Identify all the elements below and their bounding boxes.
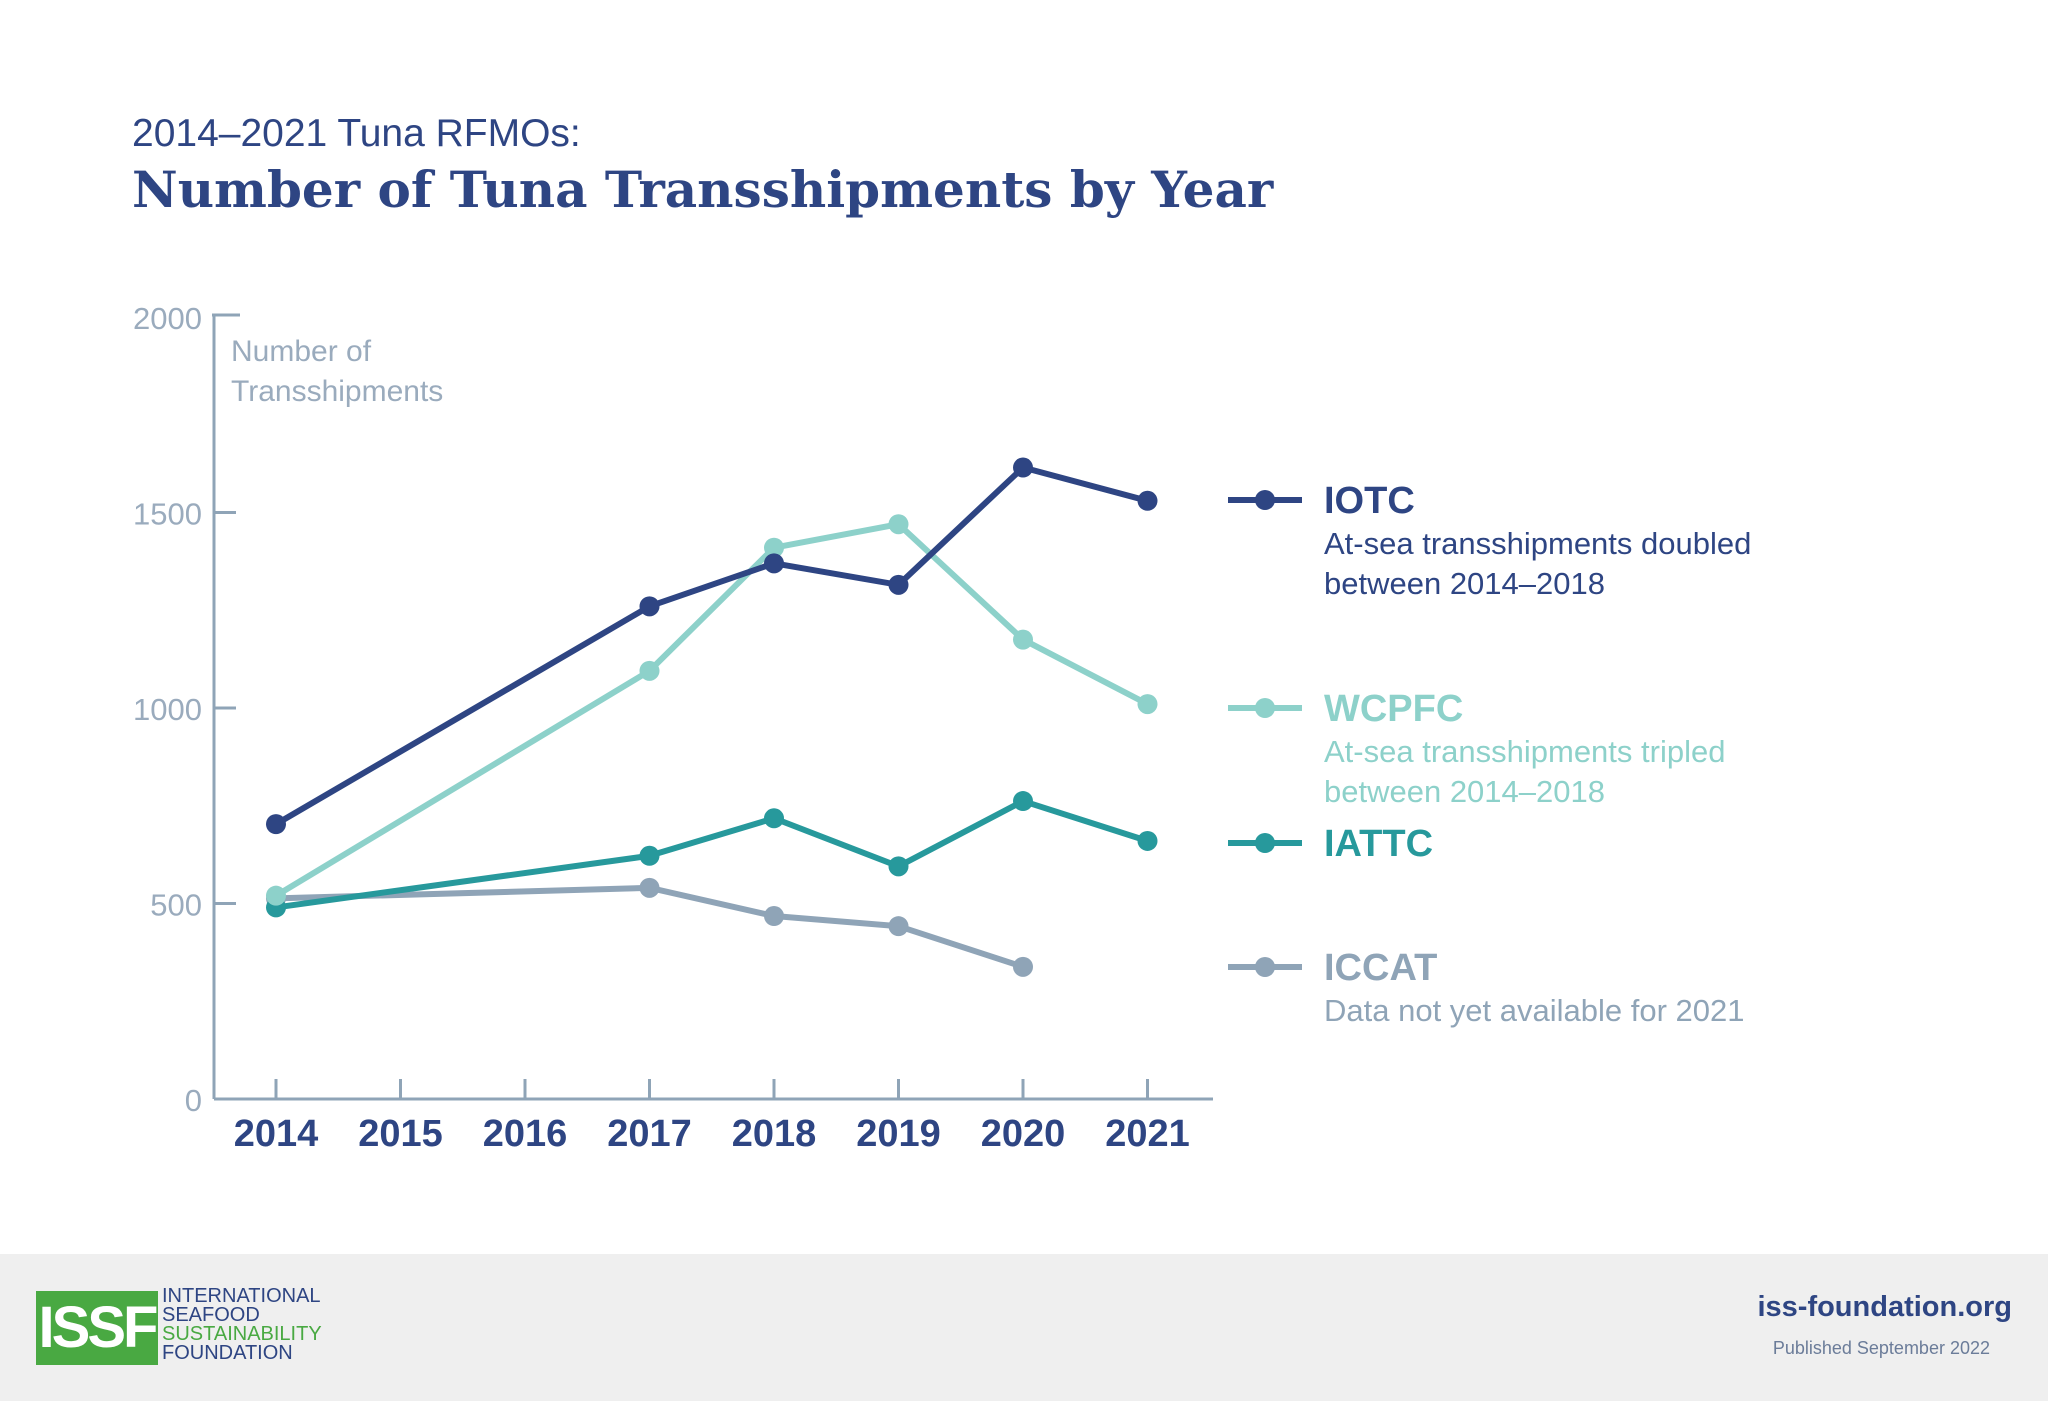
logo-line: SEAFOOD — [162, 1304, 260, 1326]
x-tick-label: 2019 — [856, 1113, 941, 1155]
legend-label-iccat: ICCAT — [1324, 947, 1437, 989]
line-chart: 0 500 1000 1500 2000 Number of Transshipments 2… — [133, 301, 1751, 1155]
y-tick-label: 0 — [185, 1083, 202, 1118]
data-point-iotc — [1013, 457, 1033, 478]
x-tick-label: 2016 — [483, 1113, 568, 1155]
data-point-wcpfc — [764, 537, 784, 558]
legend-swatch-dot — [1255, 698, 1275, 718]
legend-note: between 2014–2018 — [1324, 774, 1605, 809]
logo-line: INTERNATIONAL — [162, 1285, 321, 1307]
y-tick-label: 1500 — [133, 497, 202, 532]
data-point-iotc — [639, 596, 660, 617]
data-point-iccat — [639, 877, 660, 898]
legend-note: At-sea transshipments doubled — [1324, 526, 1751, 561]
data-point-iattc — [639, 845, 660, 866]
data-point-iattc — [1013, 791, 1033, 812]
y-axis-label: Transshipments — [231, 375, 443, 408]
logo-line: SUSTAINABILITY — [162, 1323, 322, 1345]
data-point-iccat — [1013, 956, 1033, 977]
legend-label-iotc: IOTC — [1324, 480, 1415, 522]
legend-swatch-dot — [1255, 957, 1275, 977]
published-date: Published September 2022 — [1772, 1338, 1990, 1358]
data-point-iotc — [1137, 490, 1158, 511]
x-tick-label: 2021 — [1105, 1113, 1190, 1155]
legend-note: At-sea transshipments tripled — [1324, 734, 1725, 769]
series-line-iotc — [273, 464, 1151, 828]
legend-note: Data not yet available for 2021 — [1324, 993, 1745, 1028]
data-point-iotc — [764, 553, 784, 574]
series-line-iccat — [273, 884, 1026, 970]
data-point-iccat — [888, 916, 909, 937]
legend-label-iattc: IATTC — [1324, 823, 1433, 865]
data-point-wcpfc — [888, 514, 909, 535]
legend-label-wcpfc: WCPFC — [1324, 688, 1463, 730]
data-point-wcpfc — [266, 885, 286, 906]
data-point-wcpfc — [1137, 694, 1158, 715]
x-tick-label: 2020 — [981, 1113, 1066, 1155]
website-link[interactable]: iss-foundation.org — [1757, 1291, 2012, 1323]
issf-logo: ISSF INTERNATIONAL SEAFOOD SUSTAINABILIT… — [36, 1285, 356, 1367]
legend-swatch-dot — [1255, 833, 1275, 853]
x-tick-label: 2018 — [732, 1113, 817, 1155]
x-tick-label: 2017 — [607, 1113, 692, 1155]
logo-mark: ISSF — [36, 1291, 158, 1365]
data-point-wcpfc — [639, 660, 660, 681]
x-tick-label: 2014 — [234, 1113, 319, 1155]
chart-subtitle: 2014–2021 Tuna RFMOs: — [132, 112, 581, 155]
series-line-iattc — [273, 798, 1151, 911]
data-point-iotc — [266, 814, 286, 835]
chart-title: Number of Tuna Transshipments by Year — [132, 160, 1274, 219]
y-tick-label: 2000 — [133, 301, 202, 336]
data-point-iattc — [764, 808, 784, 829]
legend-note: between 2014–2018 — [1324, 566, 1605, 601]
logo-line: FOUNDATION — [162, 1342, 293, 1364]
data-point-iattc — [1137, 830, 1158, 851]
series-line-wcpfc — [273, 521, 1151, 899]
data-point-iccat — [764, 906, 784, 927]
data-point-iotc — [888, 574, 909, 595]
y-tick-label: 500 — [150, 888, 202, 923]
data-point-iattc — [888, 856, 909, 877]
y-axis-label: Number of — [231, 335, 372, 368]
x-tick-label: 2015 — [358, 1113, 443, 1155]
logo-wordmark: INTERNATIONAL SEAFOOD SUSTAINABILITY FOU… — [162, 1285, 322, 1364]
data-point-wcpfc — [1013, 629, 1033, 650]
footer: ISSF INTERNATIONAL SEAFOOD SUSTAINABILIT… — [0, 1254, 2048, 1401]
legend-swatch-dot — [1255, 490, 1275, 510]
y-tick-label: 1000 — [133, 692, 202, 727]
